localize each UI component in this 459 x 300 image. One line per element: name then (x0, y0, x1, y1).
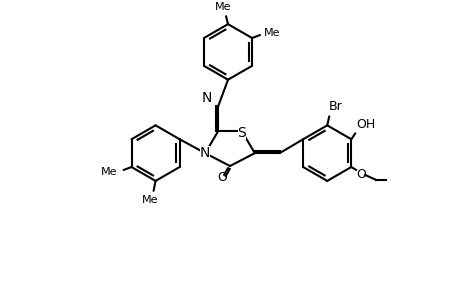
Text: Me: Me (214, 2, 231, 12)
Text: N: N (202, 91, 212, 104)
Text: S: S (237, 126, 246, 140)
Text: O: O (356, 169, 365, 182)
Text: Me: Me (263, 28, 280, 38)
Text: OH: OH (356, 118, 375, 131)
Text: O: O (217, 171, 226, 184)
Text: N: N (200, 146, 210, 160)
Text: Me: Me (101, 167, 118, 177)
Text: Me: Me (142, 195, 158, 205)
Text: Br: Br (329, 100, 342, 113)
